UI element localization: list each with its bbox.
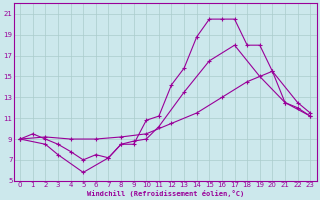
X-axis label: Windchill (Refroidissement éolien,°C): Windchill (Refroidissement éolien,°C) [87, 190, 244, 197]
